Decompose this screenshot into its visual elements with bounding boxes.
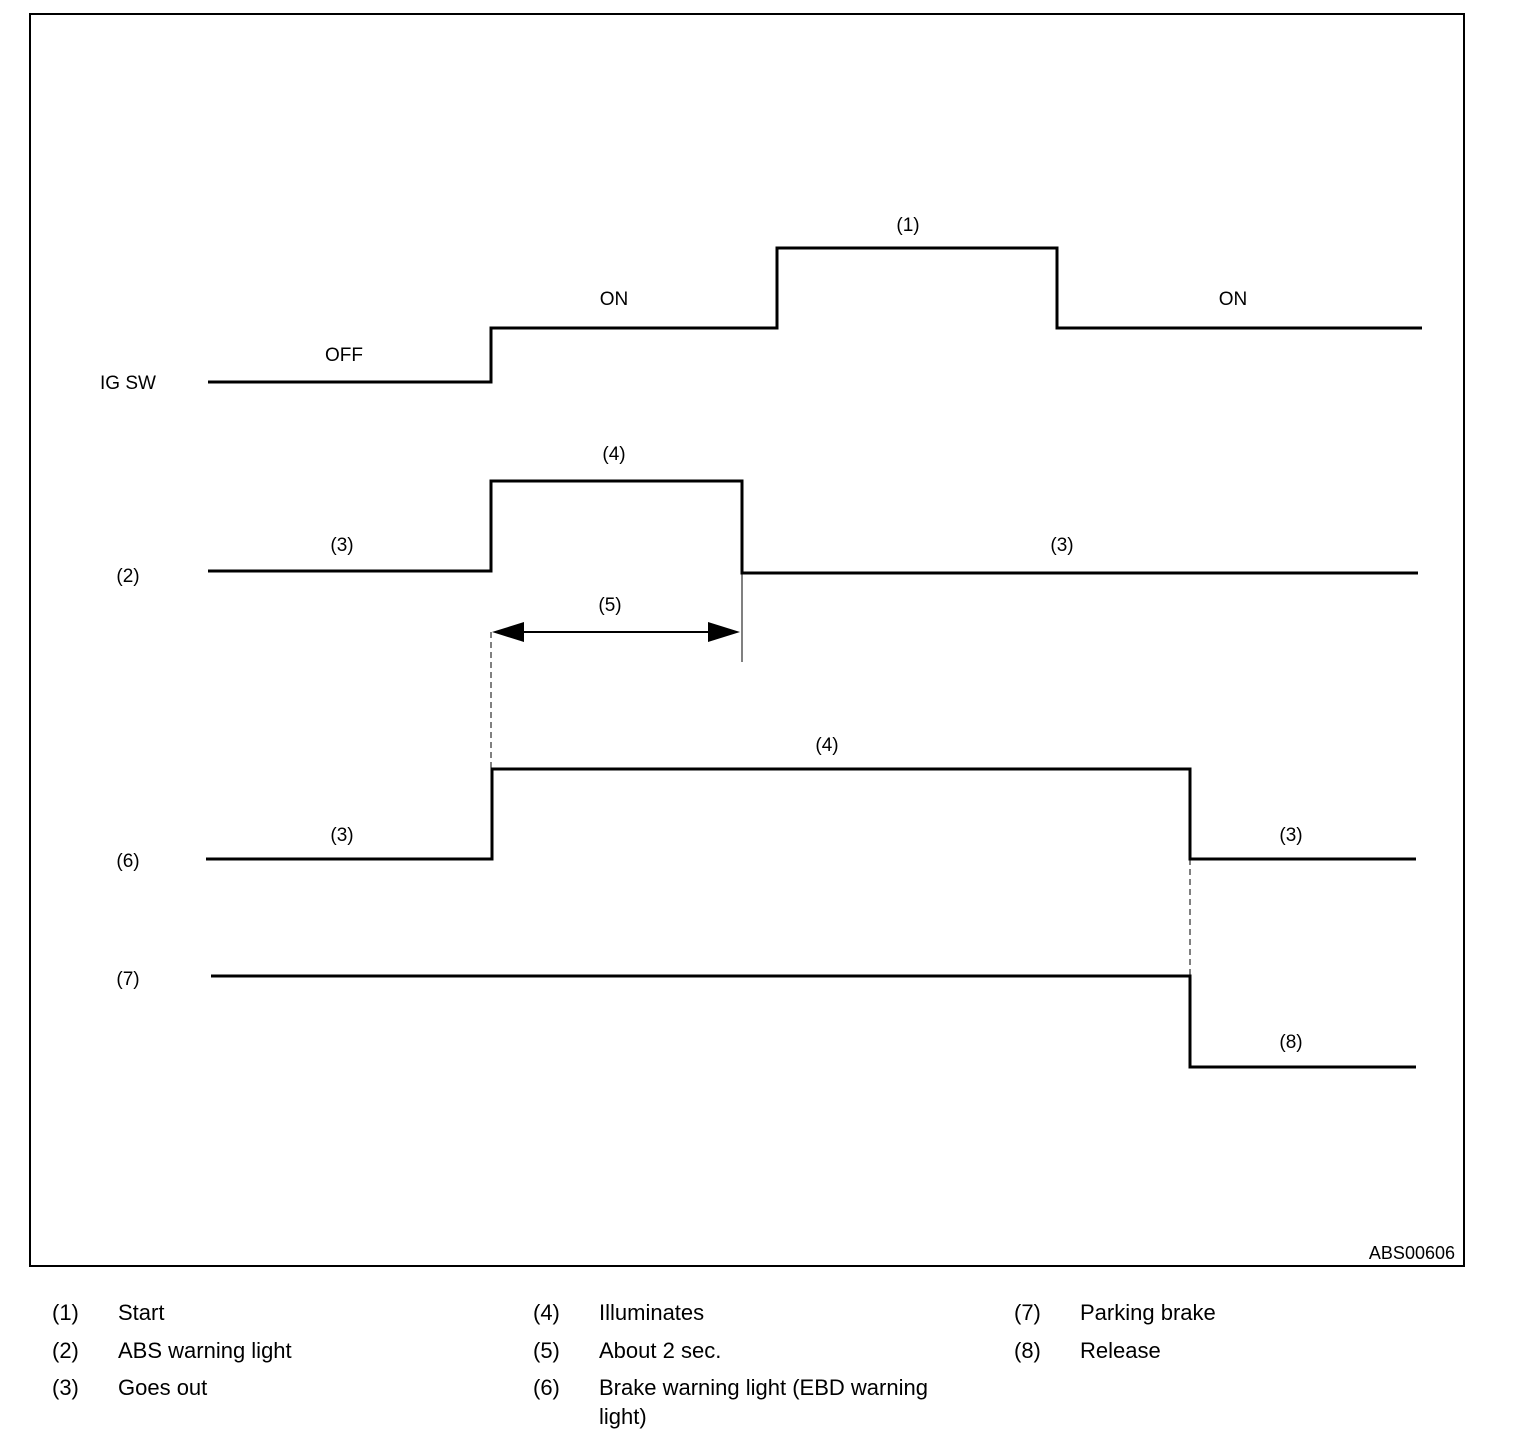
legend-number: (7) [1014,1300,1041,1325]
legend-text: Illuminates [599,1300,705,1325]
legend-number: (8) [1014,1338,1041,1363]
legend-text: Release [1080,1338,1161,1363]
legend-number: (3) [52,1375,79,1400]
legend-number: (6) [533,1375,560,1400]
abs-row-label: (2) [116,566,139,587]
abs-warning-signal [208,479,1418,575]
legend-number: (2) [52,1338,79,1363]
diagram-frame [29,13,1465,1267]
brake-row-label: (6) [116,851,139,872]
figure-id: ABS00606 [1369,1243,1455,1263]
arrowhead-right-icon [708,622,740,642]
parking-brake-signal [211,974,1416,1069]
goes-out-label: (3) [1050,535,1073,556]
legend-text: Parking brake [1080,1300,1216,1325]
parking-row-label: (7) [116,969,139,990]
legend-text: Goes out [118,1375,208,1400]
legend-text: About 2 sec. [599,1338,722,1363]
on-label: ON [600,289,629,310]
timing-diagram: IG SW OFF ON (1) ON (2) (3) (4) (3) (5) … [29,13,1465,1267]
legend-number: (5) [533,1338,560,1363]
goes-out-label: (3) [330,825,353,846]
arrowhead-left-icon [492,622,524,642]
legend-text: Brake warning light (EBD warning light) [599,1375,928,1429]
illuminates-label: (4) [602,444,625,465]
goes-out-label: (3) [1279,825,1302,846]
ig-sw-label: IG SW [100,373,156,394]
duration-label: (5) [598,595,621,616]
legend-number: (1) [52,1300,79,1325]
goes-out-label: (3) [330,535,353,556]
duration-arrow [492,622,740,642]
brake-warning-signal [206,767,1416,861]
legend-text: ABS warning light [118,1338,292,1363]
off-label: OFF [325,345,363,366]
release-label: (8) [1279,1032,1302,1053]
legend-number: (4) [533,1300,560,1325]
legend-text: Start [118,1300,165,1325]
illuminates-label: (4) [815,735,838,756]
start-label: (1) [896,215,919,236]
on-label: ON [1219,289,1248,310]
ig-sw-signal [208,246,1422,384]
